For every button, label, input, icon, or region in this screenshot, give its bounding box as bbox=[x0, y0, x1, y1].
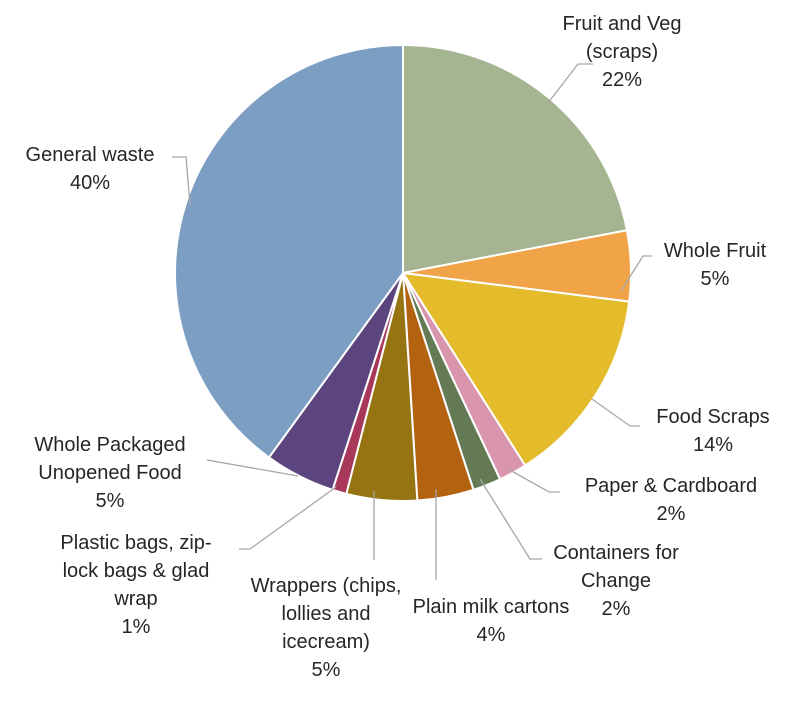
slice-label-paper-cardboard: Paper & Cardboard 2% bbox=[585, 475, 757, 525]
slice-percent: 5% bbox=[701, 268, 730, 290]
slice-label-line: Food Scraps bbox=[656, 406, 769, 428]
slice-label-line: Plastic bags, zip- bbox=[60, 532, 211, 554]
leader-line-plastic-bags-zip-lock-bags-glad-wrap bbox=[239, 486, 337, 550]
slice-label-wrappers-chips-lollies-and-icecream: Wrappers (chips, lollies and icecream) 5% bbox=[251, 575, 402, 681]
slice-label-line: Containers for bbox=[553, 542, 679, 564]
slice-percent: 2% bbox=[657, 503, 686, 525]
slice-label-line: lollies and bbox=[282, 603, 371, 625]
leader-line-general-waste bbox=[172, 156, 191, 206]
slice-label-whole-packaged-unopened-food: Whole Packaged Unopened Food 5% bbox=[34, 434, 185, 512]
slice-label-line: Change bbox=[581, 570, 651, 592]
slice-label-line: icecream) bbox=[282, 631, 370, 653]
slice-label-line: (scraps) bbox=[586, 41, 658, 63]
slice-percent: 5% bbox=[96, 490, 125, 512]
slice-percent: 5% bbox=[312, 659, 341, 681]
slice-label-line: Whole Fruit bbox=[664, 240, 767, 262]
leader-line-containers-for-change bbox=[479, 478, 542, 560]
slice-percent: 1% bbox=[122, 616, 151, 638]
slice-percent: 2% bbox=[602, 598, 631, 620]
slice-label-fruit-and-veg-scraps: Fruit and Veg (scraps) 22% bbox=[563, 13, 682, 91]
leader-line-whole-packaged-unopened-food bbox=[206, 459, 299, 477]
slice-label-line: Wrappers (chips, bbox=[251, 575, 402, 597]
leader-line-paper-cardboard bbox=[507, 468, 560, 493]
labels-layer: Fruit and Veg (scraps) 22% Whole Fruit 5% Foo… bbox=[26, 13, 770, 681]
leader-lines-layer bbox=[172, 63, 652, 580]
slice-label-food-scraps: Food Scraps 14% bbox=[656, 406, 769, 456]
slices-layer bbox=[174, 43, 632, 502]
slice-percent: 40% bbox=[70, 172, 110, 194]
pie-slice-food-scraps bbox=[401, 271, 631, 467]
leader-line-whole-fruit bbox=[620, 255, 652, 292]
slice-percent: 22% bbox=[602, 69, 642, 91]
slice-label-line: lock bags & glad bbox=[63, 560, 210, 582]
slice-label-line: Unopened Food bbox=[38, 462, 181, 484]
slice-label-line: General waste bbox=[26, 144, 155, 166]
leader-line-fruit-and-veg-scraps bbox=[547, 63, 593, 104]
leader-line-food-scraps bbox=[591, 398, 640, 427]
slice-percent: 4% bbox=[477, 624, 506, 646]
slice-label-containers-for-change: Containers for Change 2% bbox=[553, 542, 679, 620]
slice-label-plain-milk-cartons: Plain milk cartons 4% bbox=[413, 596, 570, 646]
slice-label-whole-fruit: Whole Fruit 5% bbox=[664, 240, 767, 290]
slice-label-general-waste: General waste 40% bbox=[26, 144, 155, 194]
slice-label-line: Whole Packaged bbox=[34, 434, 185, 456]
slice-label-line: wrap bbox=[113, 588, 157, 610]
slice-percent: 14% bbox=[693, 434, 733, 456]
slice-label-line: Fruit and Veg bbox=[563, 13, 682, 35]
pie-slice-fruit-and-veg-scraps bbox=[402, 43, 629, 275]
slice-label-line: Paper & Cardboard bbox=[585, 475, 757, 497]
slice-label-plastic-bags-zip-lock-bags-glad-wrap: Plastic bags, zip-lock bags & glad wrap 1% bbox=[60, 532, 211, 638]
pie-slice-general-waste bbox=[174, 43, 404, 459]
slice-label-line: Plain milk cartons bbox=[413, 596, 570, 618]
